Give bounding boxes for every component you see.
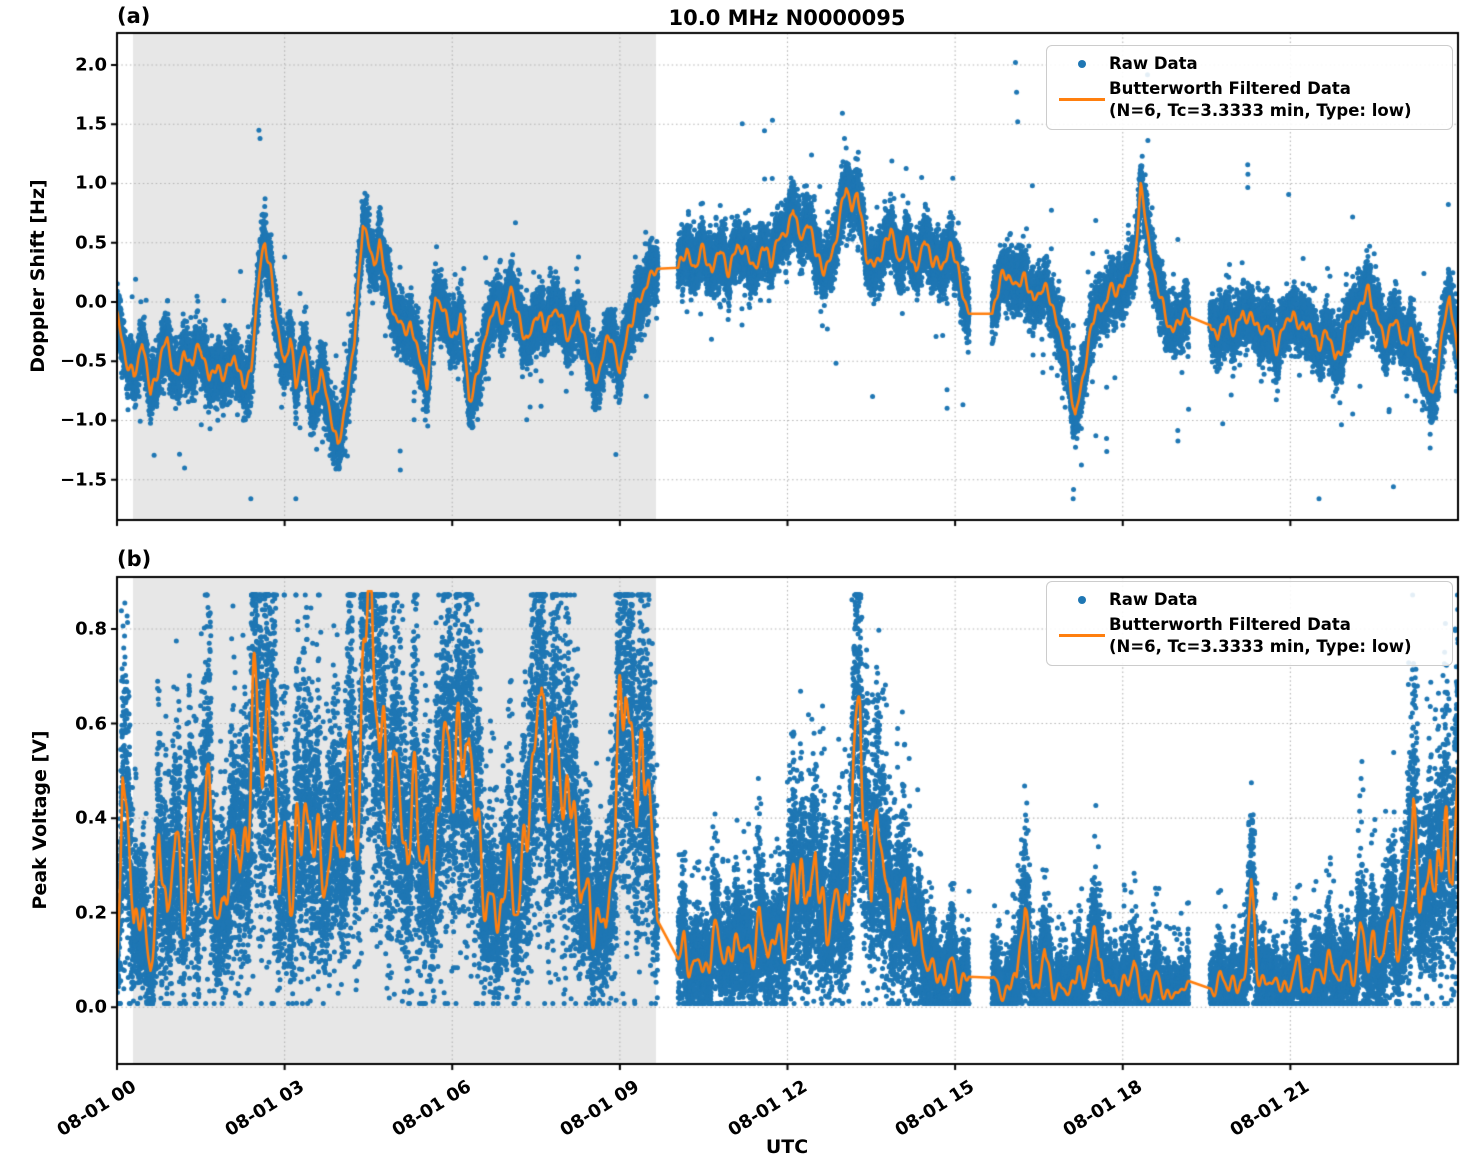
y-tick-label: 0.5: [75, 232, 107, 254]
legend-raw-label: Raw Data: [1109, 54, 1198, 73]
panel-b-letter: (b): [117, 547, 152, 571]
legend-panel-b: Raw Data Butterworth Filtered Data (N=6,…: [1046, 581, 1453, 667]
panel-b-ylabel: Peak Voltage [V]: [29, 730, 51, 910]
legend-filtered-label: Butterworth Filtered Data (N=6, Tc=3.333…: [1109, 614, 1412, 656]
y-tick-label: 0.0: [75, 996, 107, 1018]
raw-data-marker-icon: [1055, 59, 1109, 68]
figure-title: 10.0 MHz N0000095: [668, 6, 906, 30]
y-tick-label: −1.5: [60, 469, 107, 491]
x-axis-label: UTC: [765, 1136, 809, 1158]
y-tick-label: 2.0: [75, 54, 107, 76]
legend-raw-label: Raw Data: [1109, 590, 1198, 609]
y-tick-label: 0.8: [75, 618, 107, 640]
filtered-line-marker-icon: [1055, 97, 1109, 102]
legend-entry-filtered: Butterworth Filtered Data (N=6, Tc=3.333…: [1055, 78, 1440, 122]
raw-data-marker-icon: [1055, 595, 1109, 604]
panel-a-letter: (a): [117, 4, 151, 28]
legend-entry-raw: Raw Data: [1055, 53, 1440, 75]
legend-entry-filtered: Butterworth Filtered Data (N=6, Tc=3.333…: [1055, 614, 1440, 658]
legend-panel-a: Raw Data Butterworth Filtered Data (N=6,…: [1046, 45, 1453, 131]
y-tick-label: 0.6: [75, 713, 107, 735]
y-tick-label: −0.5: [60, 350, 107, 372]
y-tick-label: 0.4: [75, 807, 107, 829]
legend-entry-raw: Raw Data: [1055, 589, 1440, 611]
legend-filtered-label: Butterworth Filtered Data (N=6, Tc=3.333…: [1109, 78, 1412, 120]
y-tick-label: 0.2: [75, 902, 107, 924]
filtered-line-marker-icon: [1055, 633, 1109, 638]
y-tick-label: 1.0: [75, 172, 107, 194]
panel-a-ylabel: Doppler Shift [Hz]: [27, 179, 49, 373]
y-tick-label: 1.5: [75, 113, 107, 135]
y-tick-label: 0.0: [75, 291, 107, 313]
y-tick-label: −1.0: [60, 409, 107, 431]
